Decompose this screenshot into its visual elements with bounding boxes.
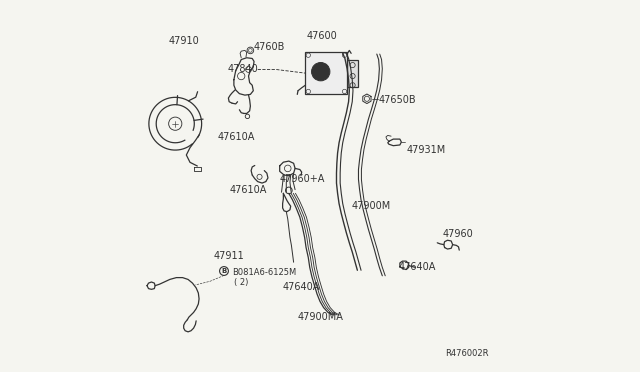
Text: B: B	[221, 268, 227, 274]
Text: 4760B: 4760B	[253, 42, 285, 52]
Text: 47640A: 47640A	[283, 282, 320, 292]
FancyBboxPatch shape	[348, 60, 358, 87]
FancyBboxPatch shape	[305, 52, 348, 94]
Text: ( 2): ( 2)	[234, 278, 248, 286]
Text: 47600: 47600	[307, 31, 337, 41]
Text: 47900MA: 47900MA	[298, 312, 344, 322]
Text: R476002R: R476002R	[445, 349, 488, 358]
Text: 47610A: 47610A	[218, 132, 255, 141]
Text: 47840: 47840	[228, 64, 259, 74]
Text: B081A6-6125M: B081A6-6125M	[232, 267, 296, 277]
Text: 47960+A: 47960+A	[280, 174, 325, 184]
Text: 47910: 47910	[168, 36, 199, 46]
Text: 47900M: 47900M	[351, 201, 390, 211]
Text: 47640A: 47640A	[399, 262, 436, 272]
Text: 47610A: 47610A	[230, 185, 268, 195]
Text: 47650B: 47650B	[379, 95, 416, 105]
Text: 47931M: 47931M	[406, 145, 445, 155]
Text: 47960: 47960	[443, 229, 474, 238]
Text: 47911: 47911	[214, 251, 244, 261]
Circle shape	[312, 62, 330, 81]
